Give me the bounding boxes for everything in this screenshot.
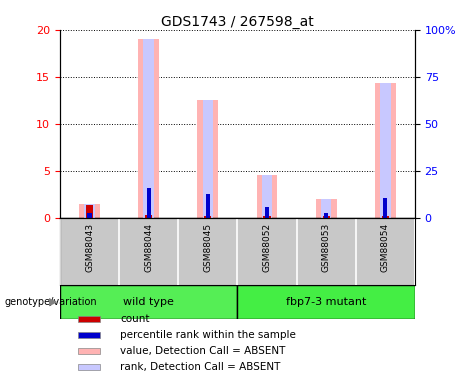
Text: fbp7-3 mutant: fbp7-3 mutant bbox=[286, 297, 366, 307]
Text: GSM88054: GSM88054 bbox=[381, 223, 390, 272]
Bar bbox=[84, 204, 95, 218]
Bar bbox=[375, 84, 396, 218]
Text: GSM88044: GSM88044 bbox=[144, 223, 153, 272]
Text: count: count bbox=[120, 314, 150, 324]
Text: wild type: wild type bbox=[123, 297, 174, 307]
Bar bbox=[77, 348, 100, 354]
Bar bbox=[143, 39, 154, 218]
Bar bbox=[77, 332, 100, 338]
Text: value, Detection Call = ABSENT: value, Detection Call = ABSENT bbox=[120, 346, 286, 356]
Bar bbox=[86, 206, 93, 218]
Bar bbox=[324, 213, 328, 217]
Bar bbox=[265, 207, 269, 218]
Bar bbox=[60, 285, 237, 319]
Text: percentile rank within the sample: percentile rank within the sample bbox=[120, 330, 296, 340]
Bar bbox=[237, 285, 415, 319]
Text: GSM88053: GSM88053 bbox=[322, 223, 331, 272]
Bar bbox=[77, 316, 100, 322]
Text: genotype/variation: genotype/variation bbox=[5, 297, 97, 307]
Bar bbox=[380, 84, 390, 218]
Bar bbox=[145, 214, 152, 217]
Bar bbox=[88, 213, 92, 217]
Text: GSM88043: GSM88043 bbox=[85, 223, 94, 272]
Bar bbox=[323, 216, 330, 217]
Bar bbox=[257, 176, 278, 217]
Bar bbox=[316, 199, 337, 217]
Bar bbox=[197, 100, 218, 218]
Text: GSM88045: GSM88045 bbox=[203, 223, 213, 272]
Text: ▶: ▶ bbox=[49, 297, 58, 307]
Bar bbox=[383, 198, 387, 217]
Bar bbox=[263, 216, 271, 217]
Bar bbox=[262, 176, 272, 217]
Bar bbox=[204, 216, 212, 217]
Bar bbox=[79, 204, 100, 218]
Bar bbox=[147, 189, 151, 218]
Bar bbox=[202, 100, 213, 218]
Bar bbox=[77, 364, 100, 370]
Bar bbox=[206, 194, 210, 217]
Bar bbox=[321, 199, 331, 217]
Title: GDS1743 / 267598_at: GDS1743 / 267598_at bbox=[161, 15, 314, 29]
Bar bbox=[138, 39, 159, 218]
Text: GSM88052: GSM88052 bbox=[262, 223, 272, 272]
Bar bbox=[382, 216, 389, 217]
Text: rank, Detection Call = ABSENT: rank, Detection Call = ABSENT bbox=[120, 362, 281, 372]
